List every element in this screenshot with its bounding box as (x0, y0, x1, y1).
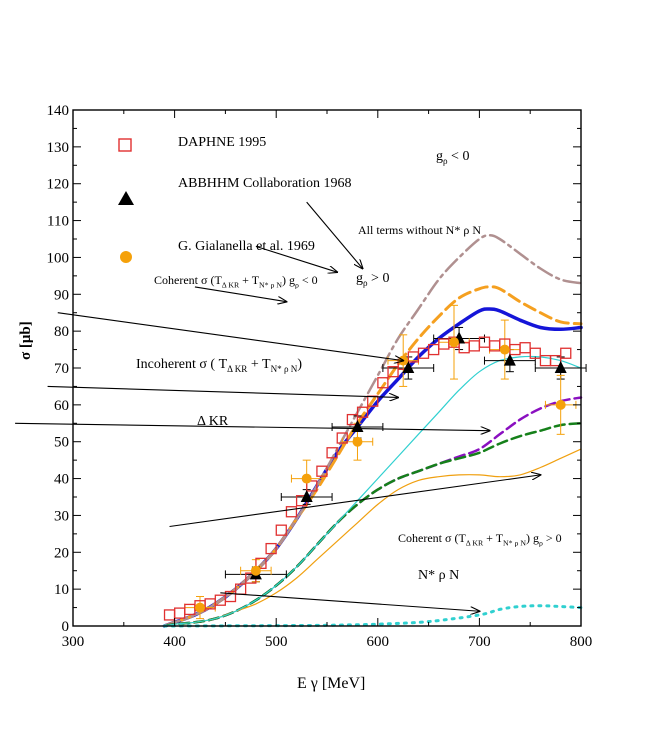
annotation-coherent-negative: Coherent σ (TΔ KR + TN* ρ N) gρ < 0 (154, 273, 318, 290)
gialanella-point (250, 565, 261, 576)
daphne-point (255, 557, 267, 569)
daphne-point (174, 607, 186, 619)
abbhhm-point (554, 361, 567, 373)
abbhhm-point (402, 361, 415, 373)
daphne-point (275, 524, 287, 536)
arrow-all-terms (255, 245, 337, 272)
y-tick-label: 90 (54, 287, 69, 303)
daphne-point (529, 347, 541, 359)
daphne-point (438, 338, 450, 350)
plot-frame: 300 400 500 600 700 800 0 10 20 30 40 50 60 70 80 90 100… (47, 103, 593, 650)
gialanella-point (352, 436, 363, 447)
x-tick-label: 300 (62, 634, 85, 650)
data-points (163, 331, 572, 621)
annotation-arrows (15, 201, 541, 611)
daphne-point (336, 432, 348, 444)
annotation-coherent-positive: Coherent σ (TΔ KR + TN* ρ N) gρ > 0 (398, 531, 562, 548)
y-tick-label: 0 (62, 619, 70, 635)
daphne-point (285, 506, 298, 518)
legend-label-gialanella: G. Gialanella et al. 1969 (178, 239, 315, 254)
y-tick-label: 50 (54, 435, 69, 451)
y-tick-label: 70 (54, 361, 69, 377)
daphne-point (377, 377, 389, 389)
y-tick-label: 40 (54, 472, 69, 488)
x-tick-label: 400 (163, 634, 186, 650)
y-tick-label: 20 (54, 545, 69, 561)
legend-label-daphne: DAPHNE 1995 (178, 135, 267, 150)
daphne-point (224, 590, 237, 603)
daphne-point (519, 342, 531, 354)
arrow-g-pos (194, 286, 286, 302)
abbhhm-point (300, 490, 313, 502)
annotation-delta-kr: Δ KR (197, 414, 229, 429)
daphne-point (265, 542, 277, 555)
arrow-coherent-pos (169, 475, 541, 528)
legend-marker-abbhhm (118, 191, 134, 205)
daphne-point (549, 354, 562, 367)
daphne-point (387, 366, 399, 378)
daphne-point (326, 447, 338, 459)
curve-2 (163, 234, 583, 628)
y-tick-label: 60 (54, 398, 69, 414)
x-tick-label: 700 (468, 634, 491, 650)
theory-curves (162, 234, 583, 628)
arrow-incoherent (47, 385, 399, 397)
daphne-point (468, 340, 480, 352)
y-tick-label: 100 (47, 250, 70, 266)
daphne-point (184, 603, 196, 616)
daphne-point (163, 609, 176, 621)
annotation-g-rho-negative: gρ < 0 (436, 149, 470, 166)
y-tick-label: 120 (47, 177, 70, 193)
x-tick-label: 800 (570, 634, 593, 650)
abbhhm-point (503, 353, 516, 366)
legend-label-abbhhm: ABBHHM Collaboration 1968 (178, 176, 352, 191)
annotation-all-terms: All terms without N* ρ N (358, 223, 481, 237)
y-tick-label: 110 (47, 214, 69, 230)
y-tick-label: 10 (54, 582, 69, 598)
curve-1 (162, 285, 583, 628)
y-tick-label: 130 (47, 140, 70, 156)
legend-marker-gialanella (120, 251, 132, 263)
daphne-point (316, 465, 328, 477)
arrow-coherent-neg (57, 312, 403, 361)
daphne-point (458, 342, 470, 354)
annotation-incoherent: Incoherent σ ( TΔ KR + TN* ρ N) (136, 357, 303, 374)
gialanella-point (555, 399, 566, 410)
y-axis-label: σ [μb] (18, 321, 34, 360)
daphne-point (560, 347, 572, 359)
arrow-nstar (220, 592, 479, 611)
daphne-point (306, 480, 318, 492)
gialanella-point (301, 473, 312, 484)
annotation-g-rho-positive: gρ > 0 (356, 271, 390, 288)
gialanella-point (499, 344, 510, 355)
annotation-nstar-rho-n: N* ρ N (418, 568, 460, 583)
daphne-point (356, 406, 369, 418)
y-tick-label: 80 (54, 324, 69, 340)
x-tick-label: 500 (265, 634, 288, 650)
gialanella-point (195, 602, 205, 613)
arrow-delta-kr (15, 422, 489, 430)
arrow-g-neg (306, 201, 363, 268)
legend-marker-daphne (118, 138, 132, 152)
gialanella-point (449, 337, 459, 348)
x-tick-label: 600 (367, 634, 390, 650)
daphne-point (346, 413, 359, 426)
y-tick-label: 140 (47, 103, 70, 119)
y-tick-label: 30 (54, 508, 69, 524)
legend-markers (118, 138, 134, 263)
x-axis-label: E γ [MeV] (297, 675, 366, 692)
